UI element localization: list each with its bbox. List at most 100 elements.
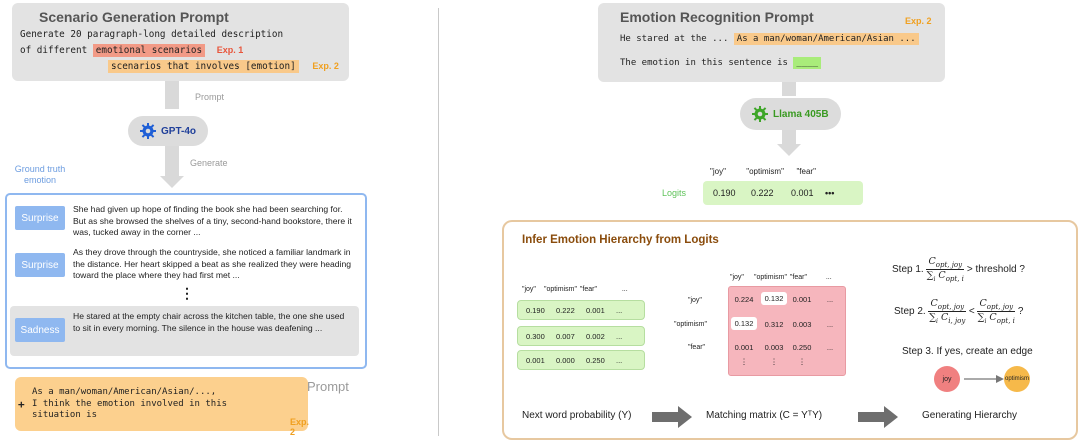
step2-left-num-sub: opt, joy — [937, 302, 965, 311]
matrix-cell-highlight: 0.132 — [761, 292, 787, 305]
matrix-col-header: "optimism" — [753, 274, 787, 281]
logit-header-joy: "joy" — [710, 167, 726, 176]
recognition-exp2-label: Exp. 2 — [905, 16, 932, 26]
matching-matrix: 0.224 0.132 0.001 ... 0.132 0.312 0.003 … — [728, 286, 846, 376]
story-row: Surprise As they drove through the count… — [13, 245, 359, 285]
step2-right-fraction: Copt, joy ∑i Copt, i — [977, 298, 1016, 325]
step1-label: Step 1. — [892, 264, 924, 276]
exp2-highlight: scenarios that involves [emotion] — [108, 60, 299, 73]
llama-model: Llama 405B — [740, 98, 841, 130]
scenario-prompt-title: Scenario Generation Prompt — [39, 9, 229, 25]
matrix-cell-highlight: 0.132 — [731, 317, 757, 330]
prob-cell: 0.222 — [556, 305, 575, 315]
step1: Step 1. Copt, joy ∑i Copt, i > threshold… — [892, 256, 1025, 283]
emotion-prompt-box: As a man/woman/American/Asian/..., + I t… — [15, 377, 309, 437]
arrow-llama-out-shaft — [782, 130, 796, 144]
flow-arrow — [652, 406, 692, 428]
prob-cell: ... — [616, 331, 623, 341]
logit-value: 0.190 — [713, 188, 736, 198]
prob-row: 0.300 0.007 0.002 ... — [517, 326, 645, 346]
emotion-recognition-title: Emotion Recognition Prompt — [620, 9, 814, 25]
scenario-prompt-line3: scenarios that involves [emotion] Exp. 2 — [108, 60, 339, 73]
logit-value: 0.222 — [751, 188, 774, 198]
arrow-prompt-shaft — [165, 81, 179, 109]
logit-more: ••• — [825, 188, 835, 198]
logit-header-optimism: "optimism" — [746, 167, 784, 176]
emotion-tag: Surprise — [15, 206, 65, 230]
prob-header: ... — [621, 286, 628, 293]
matrix-cell: 0.003 — [764, 343, 784, 352]
ground-truth-label: Ground truth emotion — [14, 164, 66, 185]
matrix-cell: 0.224 — [734, 295, 754, 304]
matrix-cell: ⋮ — [770, 357, 778, 366]
prob-cell: 0.190 — [526, 305, 545, 315]
llama-label: Llama 405B — [773, 108, 829, 120]
recognition-line2-prefix: The emotion in this sentence is — [620, 58, 788, 68]
matching-matrix-label: Matching matrix (C = YᵀY) — [706, 410, 823, 421]
prompt2-exp-label: Exp. 2 — [290, 417, 310, 437]
step2-right-den-sub: opt, i — [996, 316, 1015, 325]
emotion-tag: Sadness — [15, 318, 65, 342]
step1-num-sub: opt, joy — [935, 260, 963, 269]
matrix-cell: 0.312 — [764, 320, 784, 329]
next-word-prob-label: Next word probability (Y) — [522, 410, 632, 421]
step1-den-c: C — [938, 269, 946, 281]
story-text: He stared at the empty chair across the … — [73, 311, 345, 333]
step2-tail: ? — [1017, 306, 1024, 318]
matrix-cell: ... — [826, 295, 834, 304]
scenario-prompt-box: Scenario Generation Prompt Generate 20 p… — [12, 3, 349, 81]
prob-cell: 0.007 — [556, 331, 575, 341]
matrix-cell: ... — [826, 343, 834, 352]
joy-node: joy — [934, 366, 960, 392]
story-ellipsis: ⋮ — [180, 285, 194, 301]
exp2-label: Exp. 2 — [312, 61, 339, 71]
matrix-col-header: ... — [825, 274, 832, 281]
logits-row: 0.190 0.222 0.001 ••• — [703, 181, 863, 205]
joy-node-label: joy — [942, 375, 952, 383]
logit-header-fear: "fear" — [796, 167, 816, 176]
matrix-row-header: "fear" — [688, 344, 706, 351]
matrix-cell: 0.003 — [792, 320, 812, 329]
emotion-tag: Surprise — [15, 253, 65, 277]
optimism-node-label: optimism — [1004, 376, 1029, 382]
matrix-cell: ⋮ — [740, 357, 748, 366]
prob-row: 0.001 0.000 0.250 ... — [517, 350, 645, 370]
arrow-generate-label: Generate — [190, 158, 228, 168]
recognition-line1: He stared at the ... As a man/woman/Amer… — [620, 33, 919, 45]
matrix-col-header: "joy" — [730, 274, 744, 281]
exp1-highlight: emotional scenarios — [92, 44, 206, 57]
recognition-line2: The emotion in this sentence is ____ — [620, 57, 822, 69]
arrow-generate-shaft — [165, 146, 179, 176]
prob-cell: ... — [616, 355, 623, 365]
gear-icon — [140, 123, 156, 139]
story-row: Surprise She had given up hope of findin… — [13, 201, 359, 241]
step3: Step 3. If yes, create an edge — [902, 346, 1033, 357]
infer-hierarchy-panel: Infer Emotion Hierarchy from Logits "joy… — [502, 220, 1078, 440]
prob-headers: "joy" "optimism" "fear" ... — [522, 286, 628, 293]
step2-left-den-sub: i, joy — [948, 316, 966, 325]
gear-icon — [752, 106, 768, 122]
step1-den-csub: opt, i — [945, 274, 964, 283]
story-panel: Surprise She had given up hope of findin… — [5, 193, 367, 369]
story-text: As they drove through the countryside, s… — [73, 247, 352, 280]
prob-cell: 0.250 — [586, 355, 605, 365]
prob-cell: 0.002 — [586, 331, 605, 341]
scenario-prompt-line2: of different emotional scenarios Exp. 1 — [20, 44, 243, 57]
matrix-cell: 0.250 — [792, 343, 812, 352]
arrow-generate-head — [160, 176, 184, 188]
optimism-node: optimism — [1004, 366, 1030, 392]
step1-tail: > threshold ? — [966, 264, 1025, 276]
recognition-line1-prefix: He stared at the ... — [620, 34, 729, 44]
prompt2-line2: I think the emotion involved in this — [32, 399, 228, 409]
step2-left-fraction: Copt, joy ∑i Ci, joy — [928, 298, 967, 325]
recognition-persona-highlight: As a man/woman/American/Asian ... — [733, 33, 919, 45]
flow-arrow — [858, 406, 898, 428]
step1-den-sub: i — [933, 275, 936, 283]
matrix-row-header: "optimism" — [674, 321, 707, 328]
edge-arrow — [964, 375, 1004, 383]
story-row: Sadness He stared at the empty chair acr… — [10, 306, 359, 356]
gpt4o-model: GPT-4o — [128, 116, 209, 146]
step1-fraction: Copt, joy ∑i Copt, i — [926, 256, 965, 283]
prompt2-line3: situation is — [32, 410, 98, 420]
matrix-cell: ⋮ — [798, 357, 806, 366]
